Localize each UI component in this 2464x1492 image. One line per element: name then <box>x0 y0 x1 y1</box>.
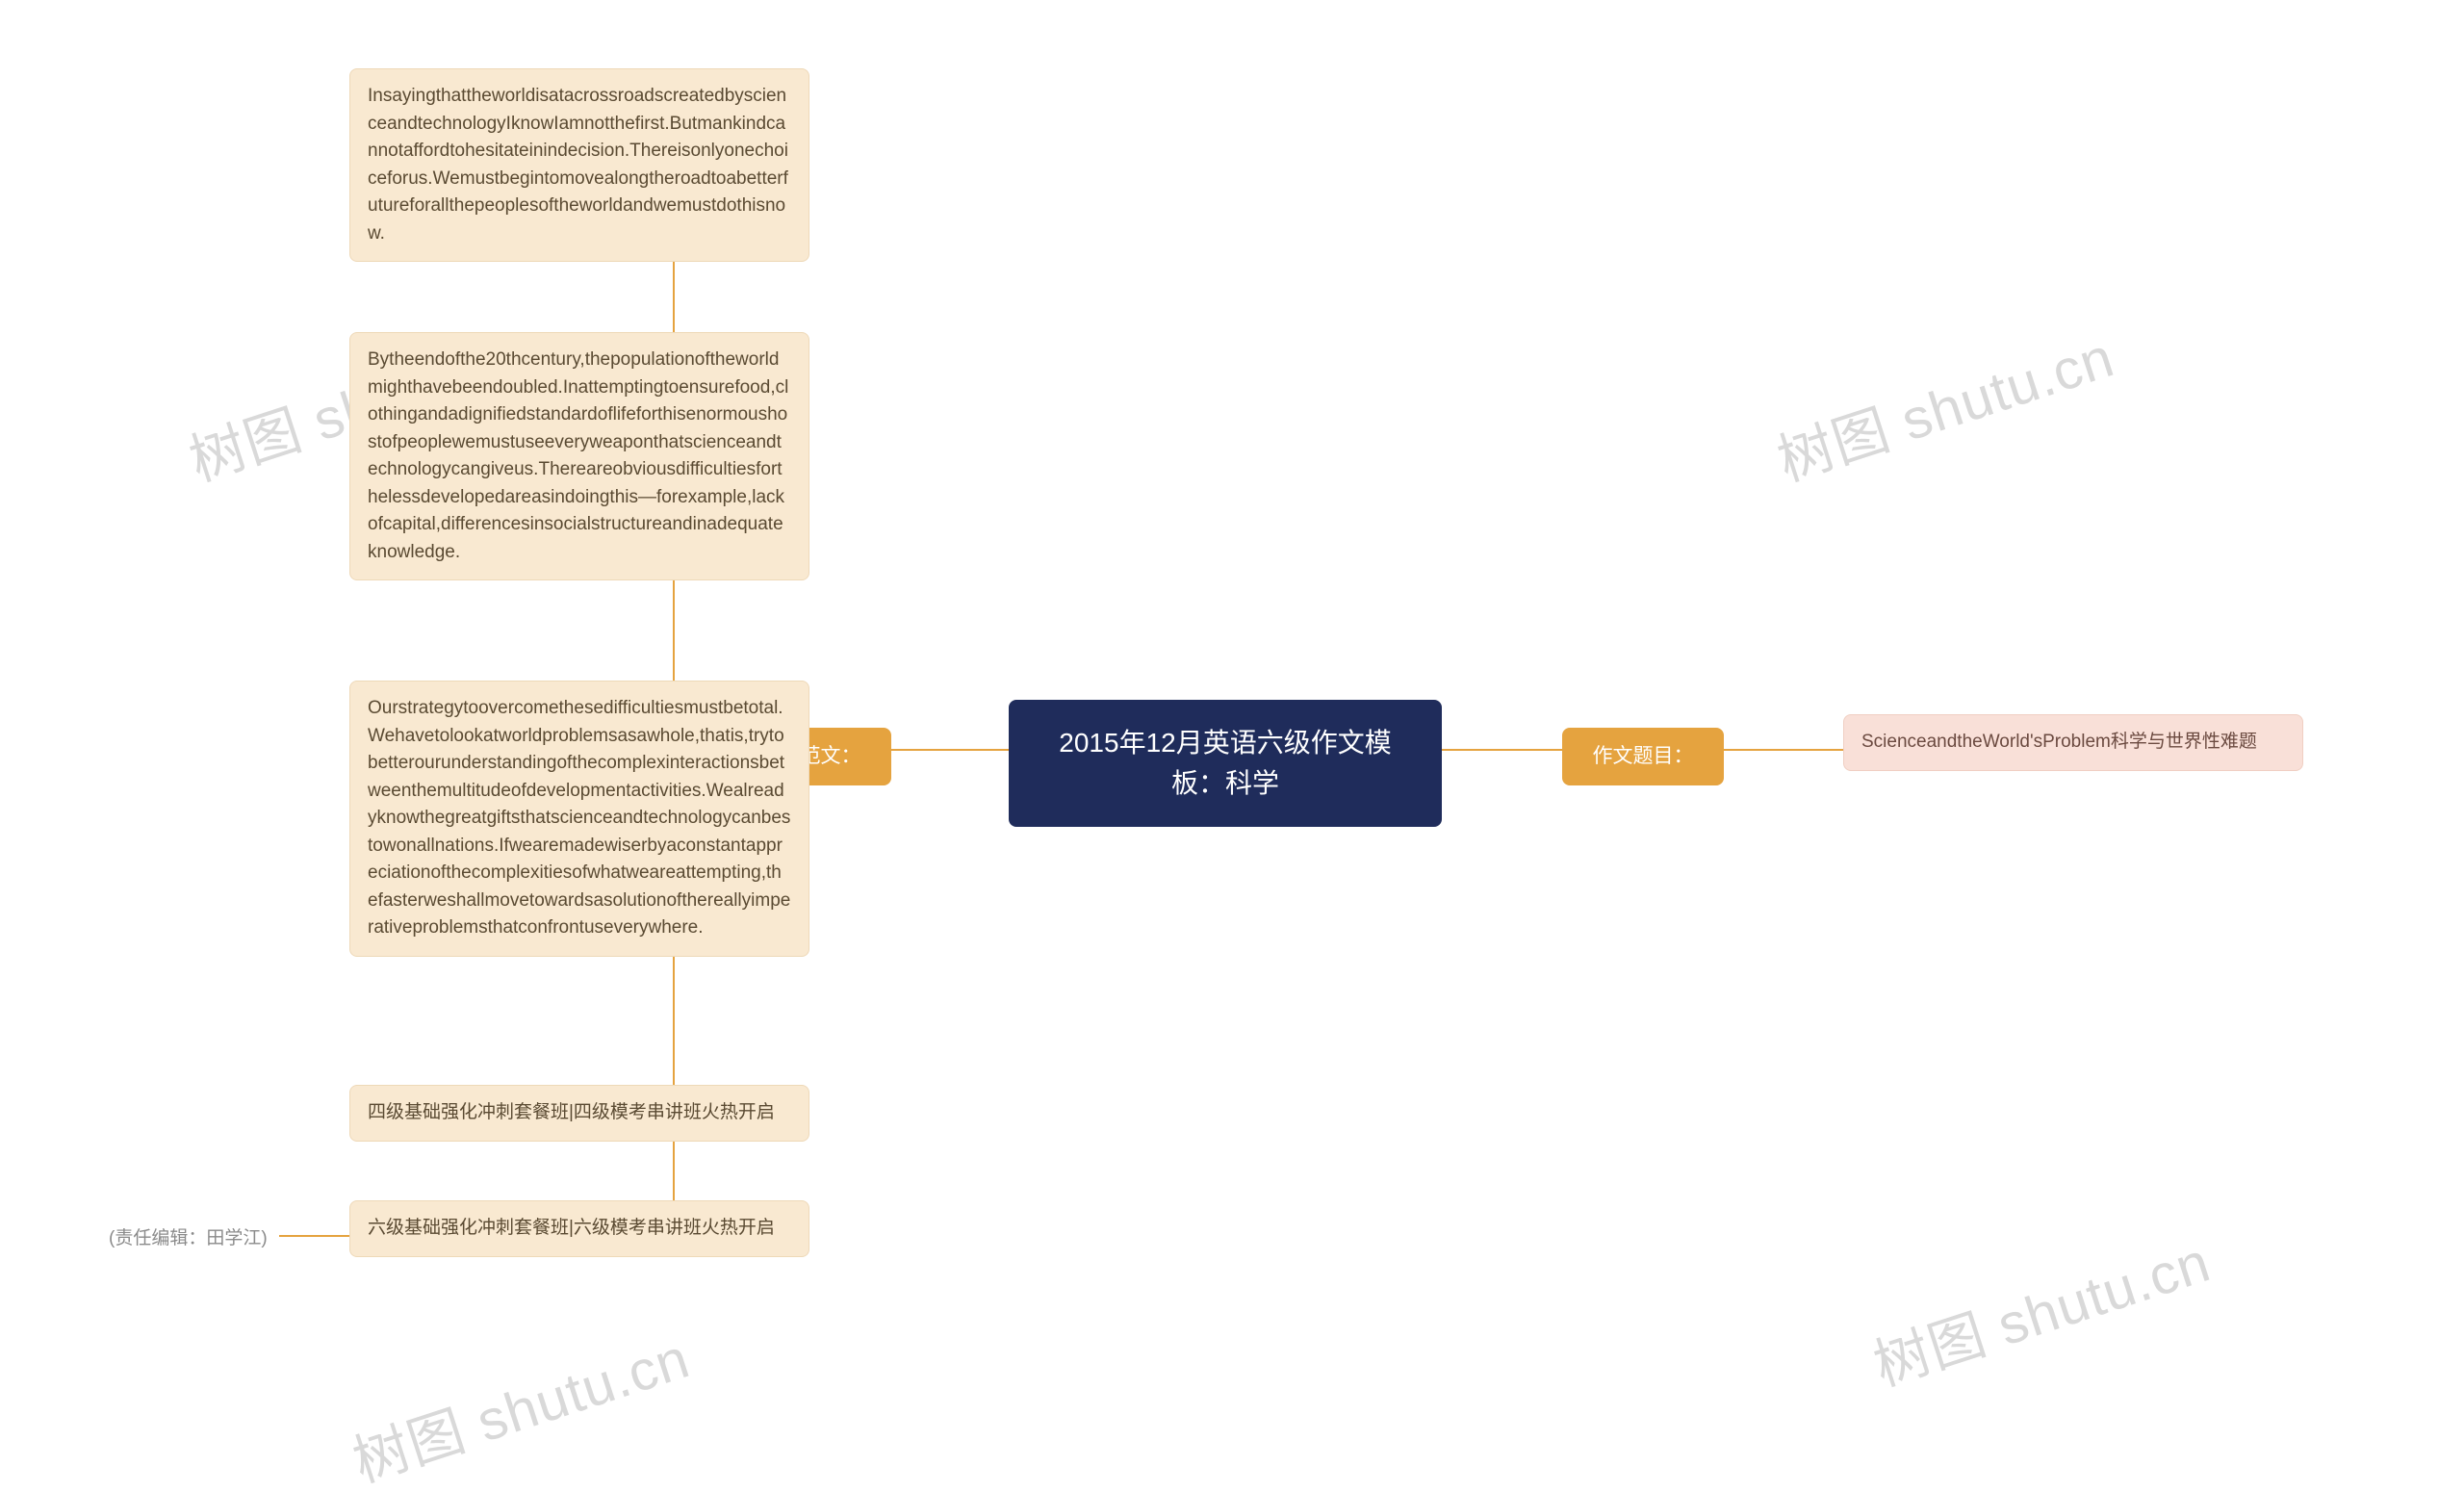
leaf-left-1[interactable]: Insayingthattheworldisatacrossroadscreat… <box>349 68 809 262</box>
watermark: 树图 shutu.cn <box>1766 312 2123 497</box>
mindmap-canvas: 树图 shutu.cn 树图 shutu.cn 树图 shutu.cn 树图 s… <box>0 0 2464 1492</box>
center-text: 2015年12月英语六级作文模板：科学 <box>1059 728 1391 798</box>
leaf-right-1[interactable]: ScienceandtheWorld'sProblem科学与世界性难题 <box>1843 714 2303 771</box>
leaf-left-4[interactable]: 四级基础强化冲刺套餐班|四级模考串讲班火热开启 <box>349 1085 809 1142</box>
leaf-left-5-text: 六级基础强化冲刺套餐班|六级模考串讲班火热开启 <box>368 1218 775 1238</box>
leaf-left-5[interactable]: 六级基础强化冲刺套餐班|六级模考串讲班火热开启 <box>349 1200 809 1257</box>
leaf-right-1-text: ScienceandtheWorld'sProblem科学与世界性难题 <box>1861 732 2257 752</box>
leaf-left-1-text: Insayingthattheworldisatacrossroadscreat… <box>368 86 788 244</box>
leaf-left-2[interactable]: Bytheendofthe20thcentury,thepopulationof… <box>349 332 809 580</box>
leaf-left-2-text: Bytheendofthe20thcentury,thepopulationof… <box>368 349 788 562</box>
branch-right-label: 作文题目： <box>1593 745 1694 767</box>
watermark: 树图 shutu.cn <box>342 1313 699 1492</box>
center-node[interactable]: 2015年12月英语六级作文模板：科学 <box>1009 700 1442 827</box>
leaf-left-4-text: 四级基础强化冲刺套餐班|四级模考串讲班火热开启 <box>368 1102 775 1122</box>
watermark: 树图 shutu.cn <box>1862 1217 2220 1402</box>
branch-right[interactable]: 作文题目： <box>1562 728 1724 785</box>
leaf-left-3-text: Ourstrategytoovercomethesedifficultiesmu… <box>368 698 790 938</box>
tail-editor: (责任编辑：田学江) <box>109 1223 268 1249</box>
leaf-left-3[interactable]: Ourstrategytoovercomethesedifficultiesmu… <box>349 681 809 957</box>
